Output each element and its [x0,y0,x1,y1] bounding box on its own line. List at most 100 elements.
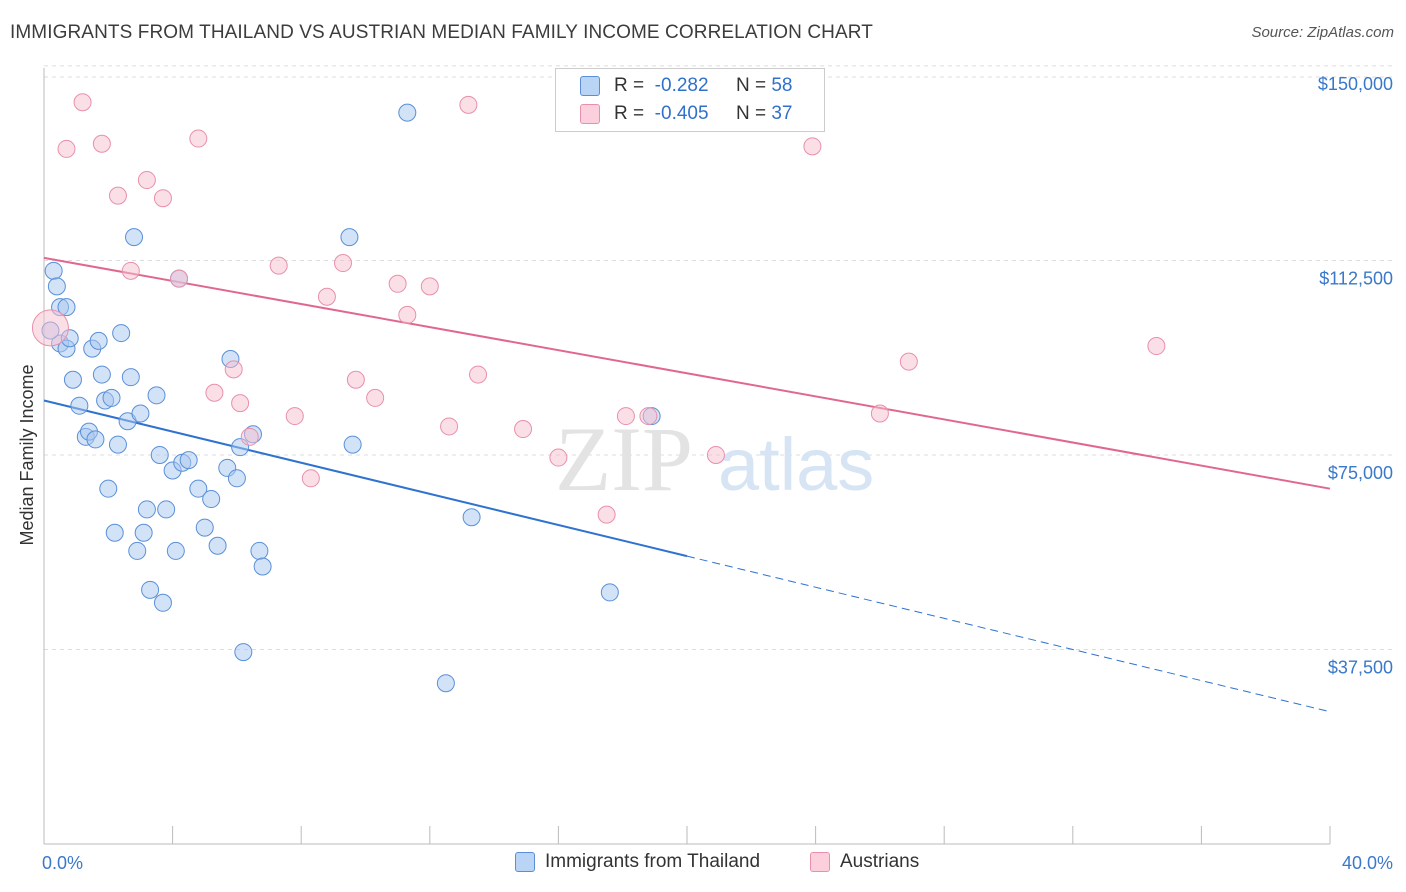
data-point-austrians [73,93,92,112]
data-point-austrians [205,383,224,402]
chart-title: IMMIGRANTS FROM THAILAND VS AUSTRIAN MED… [10,22,873,43]
y-tick-labels: $37,500 $75,000 $112,500 $150,000 [1318,74,1393,678]
data-point-thailand [108,435,127,454]
data-point-austrians [92,134,111,153]
y-tick-label: $37,500 [1328,657,1393,677]
axes [43,68,1331,845]
data-point-austrians [189,129,208,148]
y-tick-label: $75,000 [1328,463,1393,483]
y-tick-label: $150,000 [1318,74,1393,94]
data-point-thailand [47,277,66,296]
data-point-thailand [157,500,176,519]
watermark-zip: ZIP [555,408,693,510]
series-legend: Immigrants from Thailand Austrians [0,851,1406,877]
data-point-thailand [99,479,118,498]
data-point-austrians [346,370,365,389]
data-point-thailand [57,298,76,317]
trend-line-thailand-extension [686,555,1331,713]
data-point-austrians [870,404,889,423]
data-point-austrians [108,186,127,205]
data-point-thailand [340,228,359,247]
trend-line-thailand [43,399,688,558]
series-legend-item-austrians[interactable]: Austrians [810,851,919,873]
data-point-austrians [224,360,243,379]
data-point-austrians [514,420,533,439]
series-swatch-blue [515,852,535,872]
watermark: ZIP atlas [555,408,874,510]
data-point-austrians [285,407,304,426]
data-point-thailand [208,536,227,555]
data-point-austrians [301,469,320,488]
data-point-thailand [166,541,185,560]
data-point-austrians [231,394,250,413]
data-point-austrians [899,352,918,371]
data-point-thailand [462,508,481,527]
data-point-thailand [253,557,272,576]
legend-r-label: R = [614,103,645,124]
data-point-thailand [63,370,82,389]
data-point-thailand [227,469,246,488]
data-point-thailand [150,445,169,464]
data-point-austrians [420,277,439,296]
data-point-thailand [195,518,214,537]
data-point-austrians [440,417,459,436]
legend-swatch-pink [580,104,600,124]
watermark-atlas: atlas [718,423,874,506]
data-point-austrians [240,427,259,446]
data-point-thailand [179,451,198,470]
trend-line-austrians [43,256,1331,490]
data-point-thailand [105,523,124,542]
data-point-thailand [343,435,362,454]
data-point-austrians [597,505,616,524]
data-point-austrians [639,407,658,426]
trend-lines [43,256,1331,713]
data-point-austrians [170,269,189,288]
data-point-thailand [600,583,619,602]
chart-source: Source: ZipAtlas.com [1251,24,1394,41]
legend-n-value-pink: 37 [771,103,793,124]
data-point-thailand [189,479,208,498]
data-point-thailand [112,324,131,343]
data-point-thailand [202,490,221,509]
grid-lines [44,65,1392,650]
data-point-thailand [131,404,150,423]
legend-r-label: R = [614,75,645,96]
series-swatch-pink [810,852,830,872]
x-tick-label-left: 0.0% [42,853,83,873]
data-point-austrians [366,388,385,407]
data-point-austrians [153,189,172,208]
data-point-austrians [616,407,635,426]
data-point-thailand [86,430,105,449]
data-point-austrians [317,287,336,306]
data-point-thailand [89,331,108,350]
legend-row-blue: R = -0.282 N = 58 [580,73,792,99]
legend-n-value-blue: 58 [771,75,793,96]
data-point-thailand [44,261,63,280]
y-axis-label: Median Family Income [17,364,37,545]
series-label-thailand: Immigrants from Thailand [545,851,761,872]
data-point-thailand [147,386,166,405]
data-point-austrians [398,305,417,324]
legend-r-value-blue: -0.282 [654,75,709,96]
data-point-thailand [128,541,147,560]
data-point-austrians [31,309,69,347]
data-point-thailand [436,674,455,693]
correlation-legend: R = -0.282 N = 58 R = -0.405 N = 37 [555,68,825,132]
legend-n-label: N = [735,103,767,124]
y-tick-label: $112,500 [1319,268,1393,288]
data-point-austrians [1147,337,1166,356]
data-point-thailand [102,388,121,407]
data-point-austrians [137,171,156,190]
data-point-austrians [459,95,478,114]
data-point-thailand [121,368,140,387]
data-point-thailand [70,396,89,415]
legend-row-pink: R = -0.405 N = 37 [580,101,792,127]
legend-r-value-pink: -0.405 [654,103,709,124]
data-point-thailand [125,228,144,247]
data-point-thailand [137,500,156,519]
series-label-austrians: Austrians [840,851,920,872]
data-point-thailand [398,103,417,122]
data-point-thailand [134,523,153,542]
series-legend-item-thailand[interactable]: Immigrants from Thailand [515,851,760,873]
data-point-austrians [121,261,140,280]
